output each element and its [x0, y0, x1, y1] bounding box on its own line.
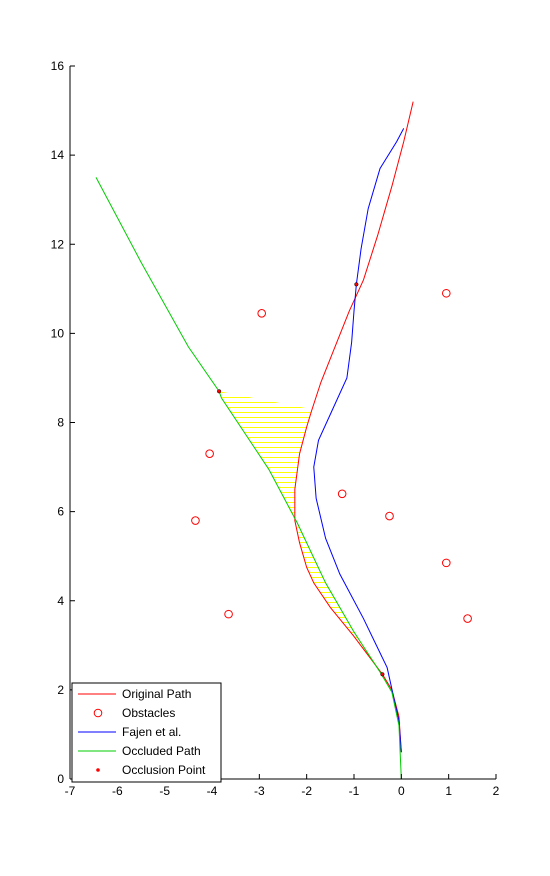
y-tick-label: 12 — [51, 237, 65, 251]
legend-entry: Occluded Path — [78, 744, 201, 758]
x-tick-label: 1 — [445, 784, 452, 798]
series-layer — [95, 101, 472, 780]
shaded-regions — [219, 391, 383, 675]
legend-entry: Obstacles — [93, 706, 175, 720]
y-tick-label: 16 — [51, 59, 65, 73]
fajen-et-al-line — [313, 128, 405, 753]
y-tick-label: 4 — [57, 594, 64, 608]
obstacle-point — [257, 309, 267, 318]
legend-entry: Occlusion Point — [96, 763, 206, 777]
legend-label: Fajen et al. — [122, 725, 181, 739]
legend-entry: Original Path — [78, 687, 191, 701]
obstacle-point — [442, 558, 451, 568]
legend-label: Occlusion Point — [122, 763, 206, 777]
x-tick-label: -7 — [65, 784, 76, 798]
obstacle-point — [337, 489, 347, 499]
y-tick-label: 6 — [57, 505, 64, 519]
occlusion-point — [217, 389, 222, 394]
y-tick-label: 2 — [57, 683, 64, 697]
occluded-pathline — [95, 177, 402, 780]
legend-items: Original Path Obstacles Fajen et al. Occlud… — [78, 687, 206, 777]
legend-circle-swatch — [93, 708, 103, 718]
obstacle-point — [442, 288, 451, 298]
x-tick-label: 0 — [398, 784, 405, 798]
obstacle-point — [463, 614, 472, 623]
occlusion-region — [219, 391, 312, 521]
y-tick-label: 8 — [57, 416, 64, 430]
x-tick-label: 2 — [493, 784, 500, 798]
x-tick-label: -4 — [207, 784, 218, 798]
x-tick-label: -2 — [301, 784, 312, 798]
x-ticks: -7 -6 -5 -4 -3 -2 -1 0 1 2 — [65, 774, 500, 798]
occlusion-point — [354, 282, 359, 287]
legend-point-swatch — [96, 768, 100, 772]
y-tick-label: 14 — [51, 148, 65, 162]
y-tick-label: 10 — [51, 326, 65, 340]
legend-label: Occluded Path — [122, 744, 201, 758]
legend-label: Obstacles — [122, 706, 175, 720]
x-tick-label: -6 — [112, 784, 123, 798]
x-tick-label: -1 — [349, 784, 360, 798]
original-pathline — [294, 101, 414, 753]
obstacle-point — [385, 511, 394, 521]
obstacle-point — [205, 449, 214, 458]
y-tick-label: 0 — [57, 772, 64, 786]
legend-entry: Fajen et al. — [78, 725, 181, 739]
y-ticks: 0 2 4 6 8 10 12 14 16 — [51, 59, 75, 786]
x-tick-label: -3 — [254, 784, 265, 798]
occlusion-point — [380, 672, 385, 677]
legend-label: Original Path — [122, 687, 191, 701]
x-tick-label: -5 — [159, 784, 170, 798]
legend: Original Path Obstacles Fajen et al. Occlud… — [71, 682, 222, 783]
obstacle-point — [191, 516, 200, 525]
obstacle-point — [224, 609, 233, 619]
